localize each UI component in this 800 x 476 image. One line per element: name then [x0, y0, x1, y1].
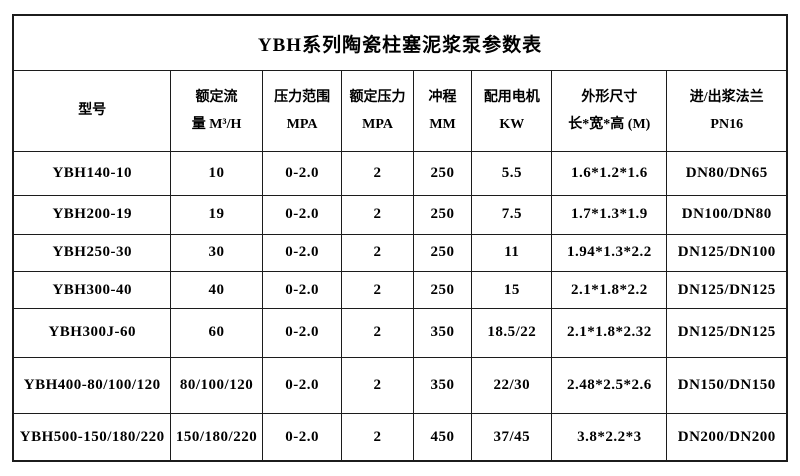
table-row: YBH300-40 40 0-2.0 2 250 15 2.1*1.8*2.2 DN125/D… [12, 270, 788, 310]
table-row: YBH250-30 30 0-2.0 2 250 11 1.94*1.3*2.2 DN125/… [12, 233, 788, 272]
column-header-line: 压力范围 [274, 89, 331, 105]
cell-flange: DN125/DN125 [666, 270, 788, 310]
cell-motor-power: 22/30 [471, 356, 553, 415]
cell-model: YBH140-10 [12, 150, 172, 197]
cell-rated-pressure: 2 [341, 150, 414, 197]
cell-rated-pressure: 2 [341, 195, 414, 235]
cell-rated-flow: 30 [170, 233, 263, 272]
table-row: YBH200-19 19 0-2.0 2 250 7.5 1.7*1.3*1.9 DN100/… [12, 195, 788, 235]
cell-motor-power: 15 [471, 270, 553, 310]
column-header-model: 型号 [12, 70, 172, 152]
table-row: YBH500-150/180/220 150/180/220 0-2.0 2 450 37… [12, 413, 788, 462]
cell-dimensions: 3.8*2.2*3 [551, 413, 668, 462]
cell-rated-flow: 10 [170, 150, 263, 197]
cell-dimensions: 1.94*1.3*2.2 [551, 233, 668, 272]
column-header-line: MM [429, 117, 456, 132]
column-header-line: 量 M³/H [191, 117, 242, 132]
cell-rated-pressure: 2 [341, 413, 414, 462]
cell-stroke: 250 [412, 233, 473, 272]
column-header-line: MPA [286, 117, 318, 132]
cell-model: YBH200-19 [12, 195, 172, 235]
cell-stroke: 250 [412, 195, 473, 235]
column-header-motor-power: 配用电机 KW [471, 70, 553, 152]
cell-model: YBH400-80/100/120 [12, 356, 172, 415]
cell-motor-power: 7.5 [471, 195, 553, 235]
column-header-line: 进/出浆法兰 [689, 89, 764, 105]
cell-stroke: 350 [412, 308, 473, 358]
column-header-dimensions: 外形尺寸长*宽*高 (M) [551, 70, 668, 152]
column-header-line: KW [499, 117, 525, 132]
column-header-line: PN16 [710, 117, 744, 132]
column-header-rated-pressure: 额定压力 MPA [341, 70, 414, 152]
cell-dimensions: 1.6*1.2*1.6 [551, 150, 668, 197]
table-title: YBH系列陶瓷柱塞泥浆泵参数表 [257, 34, 543, 56]
cell-dimensions: 2.1*1.8*2.2 [551, 270, 668, 310]
cell-motor-power: 37/45 [471, 413, 553, 462]
cell-motor-power: 11 [471, 233, 553, 272]
cell-rated-pressure: 2 [341, 308, 414, 358]
cell-rated-flow: 40 [170, 270, 263, 310]
cell-flange: DN80/DN65 [666, 150, 788, 197]
cell-flange: DN150/DN150 [666, 356, 788, 415]
cell-rated-flow: 19 [170, 195, 263, 235]
cell-rated-flow: 150/180/220 [170, 413, 263, 462]
cell-rated-pressure: 2 [341, 356, 414, 415]
column-header-line: MPA [362, 117, 393, 132]
cell-model: YBH250-30 [12, 233, 172, 272]
table-title-cell: YBH系列陶瓷柱塞泥浆泵参数表 [12, 14, 788, 71]
pump-spec-table: YBH系列陶瓷柱塞泥浆泵参数表 型号 额定流量 M³/H 压力范围 MPA 额定压力 MP… [12, 14, 788, 462]
cell-pressure-range: 0-2.0 [261, 270, 343, 310]
cell-rated-flow: 80/100/120 [170, 356, 263, 415]
cell-pressure-range: 0-2.0 [261, 150, 343, 197]
column-header-line: 型号 [78, 103, 107, 119]
cell-flange: DN100/DN80 [666, 195, 788, 235]
cell-stroke: 250 [412, 150, 473, 197]
cell-dimensions: 2.48*2.5*2.6 [551, 356, 668, 415]
cell-motor-power: 5.5 [471, 150, 553, 197]
column-header-line: 额定压力 [349, 89, 406, 105]
column-header-line: 额定流 [195, 89, 238, 105]
cell-pressure-range: 0-2.0 [261, 233, 343, 272]
cell-dimensions: 2.1*1.8*2.32 [551, 308, 668, 358]
column-header-rated-flow: 额定流量 M³/H [170, 70, 263, 152]
cell-rated-pressure: 2 [341, 233, 414, 272]
cell-pressure-range: 0-2.0 [261, 308, 343, 358]
cell-rated-pressure: 2 [341, 270, 414, 310]
column-header-flange: 进/出浆法兰 PN16 [666, 70, 788, 152]
column-header-line: 冲程 [428, 89, 457, 105]
table-row: YBH140-10 10 0-2.0 2 250 5.5 1.6*1.2*1.6 DN80/D… [12, 150, 788, 197]
cell-dimensions: 1.7*1.3*1.9 [551, 195, 668, 235]
cell-flange: DN125/DN100 [666, 233, 788, 272]
cell-stroke: 450 [412, 413, 473, 462]
cell-rated-flow: 60 [170, 308, 263, 358]
cell-pressure-range: 0-2.0 [261, 413, 343, 462]
table-header-row: 型号 额定流量 M³/H 压力范围 MPA 额定压力 MPA 冲程 MM 配用电机 KW 外形尺寸长… [12, 70, 788, 152]
cell-stroke: 250 [412, 270, 473, 310]
column-header-line: 外形尺寸 [581, 89, 638, 105]
column-header-stroke: 冲程 MM [412, 70, 473, 152]
cell-flange: DN125/DN125 [666, 308, 788, 358]
cell-model: YBH300-40 [12, 270, 172, 310]
table-title-row: YBH系列陶瓷柱塞泥浆泵参数表 [12, 14, 788, 71]
table-row: YBH300J-60 60 0-2.0 2 350 18.5/22 2.1*1.8*2.32… [12, 308, 788, 358]
cell-pressure-range: 0-2.0 [261, 195, 343, 235]
cell-model: YBH500-150/180/220 [12, 413, 172, 462]
cell-motor-power: 18.5/22 [471, 308, 553, 358]
cell-model: YBH300J-60 [12, 308, 172, 358]
cell-stroke: 350 [412, 356, 473, 415]
column-header-pressure-range: 压力范围 MPA [261, 70, 343, 152]
table-row: YBH400-80/100/120 80/100/120 0-2.0 2 350 22/3… [12, 356, 788, 415]
cell-flange: DN200/DN200 [666, 413, 788, 462]
column-header-line: 配用电机 [483, 89, 540, 105]
column-header-line: 长*宽*高 (M) [568, 117, 651, 132]
cell-pressure-range: 0-2.0 [261, 356, 343, 415]
